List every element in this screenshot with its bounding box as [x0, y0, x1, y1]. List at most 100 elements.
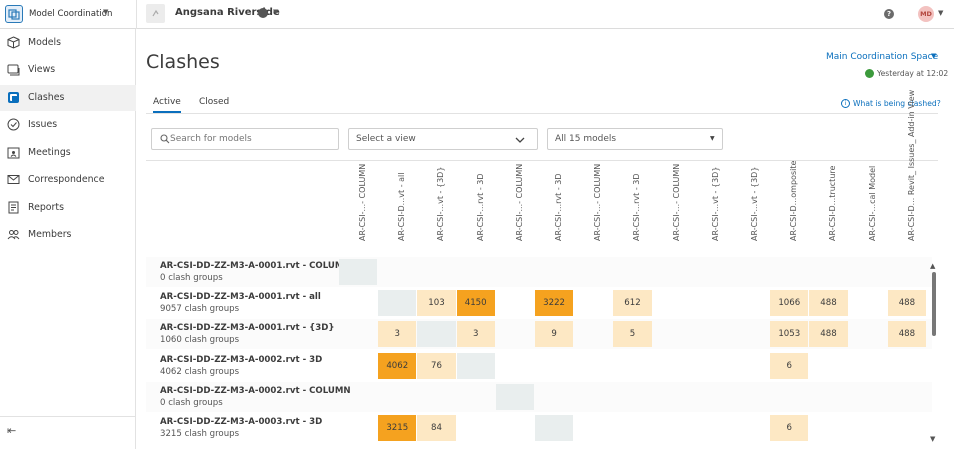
clash-cell[interactable]: 3222 — [535, 290, 574, 317]
sidebar-item-label: Members — [28, 229, 72, 240]
clash-cell[interactable]: 488 — [887, 290, 926, 317]
scroll-up-icon[interactable]: ▲ — [930, 262, 936, 270]
sidebar-item-models[interactable]: Models — [0, 30, 136, 56]
members-icon — [7, 230, 20, 240]
clash-cell[interactable] — [417, 321, 456, 348]
models-select-value: All 15 models — [555, 134, 617, 144]
row-label[interactable]: AR-CSI-DD-ZZ-M3-A-0003.rvt - 3D 3215 clas… — [160, 416, 322, 440]
sidebar-item-members[interactable]: Members — [0, 222, 136, 248]
clash-cell[interactable]: 6 — [770, 352, 809, 379]
cube-icon — [7, 36, 20, 49]
row-label[interactable]: AR-CSI-DD-ZZ-M3-A-0001.rvt - all 9057 cla… — [160, 291, 321, 315]
tab-active[interactable]: Active — [153, 97, 181, 107]
models-select[interactable]: All 15 models ▼ — [547, 128, 723, 150]
chevron-down-icon — [515, 137, 525, 143]
column-header[interactable]: AR-CSI-...vt - {3D} — [417, 164, 455, 250]
clash-cell[interactable]: 488 — [887, 321, 926, 348]
clash-cell[interactable]: 3 — [378, 321, 417, 348]
row-clash-count: 3215 clash groups — [160, 429, 240, 439]
column-header[interactable]: AR-CSI-D...omposite — [770, 160, 808, 250]
column-header[interactable]: AR-CSI-...- COLUMN — [496, 164, 534, 250]
sidebar-item-label: Correspondence — [28, 174, 105, 185]
row-label[interactable]: AR-CSI-DD-ZZ-M3-A-0002.rvt - COLUMN 0 cla… — [160, 385, 351, 409]
column-header[interactable]: AR-CSI-...- COLUMN — [574, 164, 612, 250]
app-switcher-label[interactable]: Model Coordination — [29, 9, 113, 19]
column-header[interactable]: AR-CSI-D...tructure — [809, 164, 847, 250]
clash-cell[interactable]: 488 — [809, 321, 848, 348]
clash-cell[interactable]: 84 — [417, 415, 456, 441]
clash-cell[interactable]: 488 — [809, 290, 848, 317]
clash-cell[interactable]: 4150 — [456, 290, 495, 317]
clash-cell[interactable]: 1066 — [770, 290, 809, 317]
column-header[interactable]: AR-CSI-...vt - {3D} — [731, 164, 769, 250]
clash-cell[interactable]: 1053 — [770, 321, 809, 348]
column-header-label: AR-CSI-D...vt - all — [397, 172, 407, 241]
clash-cell[interactable] — [495, 383, 534, 410]
mail-icon — [7, 175, 20, 184]
column-header-label: AR-CSI-D...omposite — [789, 160, 799, 241]
clash-cell[interactable]: 9 — [535, 321, 574, 348]
sidebar-item-reports[interactable]: Reports — [0, 195, 136, 221]
clash-cell[interactable] — [535, 415, 574, 441]
sidebar-item-meetings[interactable]: Meetings — [0, 140, 136, 166]
table-row[interactable] — [146, 381, 932, 412]
column-header[interactable]: AR-CSI-...rvt - 3D — [613, 164, 651, 250]
column-header[interactable]: AR-CSI-...- COLUMN — [339, 164, 377, 250]
top-bar: Model Coordination ▼ Angsana Riverside ▼… — [0, 0, 954, 29]
project-thumbnail[interactable] — [146, 4, 165, 23]
chevron-down-icon[interactable]: ▼ — [931, 52, 937, 60]
row-clash-count: 0 clash groups — [160, 273, 223, 283]
clash-cell[interactable]: 76 — [417, 352, 456, 379]
row-label[interactable]: AR-CSI-DD-ZZ-M3-A-0001.rvt - {3D} 1060 cl… — [160, 322, 334, 346]
chevron-down-icon[interactable]: ▼ — [103, 8, 109, 16]
coordination-space-selector[interactable]: Main Coordination Space — [826, 52, 939, 62]
table-row[interactable] — [146, 257, 932, 287]
view-select[interactable]: Select a view — [348, 128, 538, 150]
clash-cell[interactable]: 103 — [417, 290, 456, 317]
column-header[interactable]: AR-CSI-...cal Model — [849, 164, 887, 250]
clash-cell[interactable]: 612 — [613, 290, 652, 317]
column-header-label: AR-CSI-...- COLUMN — [593, 163, 603, 241]
meetings-icon — [7, 147, 20, 159]
column-header-label: AR-CSI-...rvt - 3D — [632, 173, 642, 241]
search-input[interactable] — [170, 131, 335, 147]
sidebar-item-correspondence[interactable]: Correspondence — [0, 167, 136, 193]
sidebar-item-label: Meetings — [28, 147, 71, 158]
clash-cell[interactable] — [378, 290, 417, 317]
clash-matrix — [146, 160, 938, 449]
what-is-clashed-link[interactable]: What is being clashed? — [853, 99, 941, 108]
sidebar-item-label: Views — [28, 64, 56, 75]
column-header[interactable]: AR-CSI-...rvt - 3D — [535, 164, 573, 250]
clash-cell[interactable] — [456, 352, 495, 379]
row-label[interactable]: AR-CSI-DD-ZZ-M3-A-0002.rvt - 3D 4062 clas… — [160, 354, 322, 378]
sidebar-item-clashes[interactable]: Clashes — [0, 85, 136, 111]
column-header[interactable]: AR-CSI-...- COLUMN — [653, 164, 691, 250]
clash-cell[interactable] — [339, 259, 378, 285]
chevron-down-icon[interactable]: ▼ — [938, 9, 944, 17]
chevron-down-icon[interactable]: ▼ — [273, 8, 279, 16]
clash-cell[interactable]: 6 — [770, 415, 809, 441]
search-field[interactable] — [151, 128, 339, 150]
collapse-sidebar-icon[interactable]: ⇤ — [7, 424, 17, 437]
model-coordination-icon[interactable] — [5, 5, 23, 23]
avatar[interactable]: MD — [918, 6, 934, 22]
sidebar-item-views[interactable]: Views — [0, 57, 136, 83]
column-header[interactable]: AR-CSI-D...vt - all — [378, 164, 416, 250]
clash-cell[interactable]: 5 — [613, 321, 652, 348]
project-name[interactable]: Angsana Riverside — [175, 7, 280, 18]
tab-closed[interactable]: Closed — [199, 97, 230, 107]
clash-cell[interactable]: 3215 — [378, 415, 417, 441]
info-icon[interactable]: i — [841, 99, 850, 108]
column-header[interactable]: AR-CSI-...vt - {3D} — [692, 164, 730, 250]
clash-cell[interactable]: 3 — [456, 321, 495, 348]
column-header[interactable]: AR-CSI-...rvt - 3D — [457, 164, 495, 250]
column-header[interactable]: AR-CSI-D... Revit_ Issues_ Add-in View — [888, 90, 926, 250]
vertical-scrollbar-thumb[interactable] — [932, 272, 936, 336]
help-icon[interactable]: ? — [884, 9, 894, 19]
row-label[interactable]: AR-CSI-DD-ZZ-M3-A-0001.rvt - COLUMN 0 cla… — [160, 260, 351, 284]
clash-cell[interactable]: 4062 — [378, 352, 417, 379]
row-model-name: AR-CSI-DD-ZZ-M3-A-0002.rvt - 3D — [160, 354, 323, 365]
sidebar-item-issues[interactable]: Issues — [0, 112, 136, 138]
sidebar-divider — [0, 416, 136, 417]
scroll-down-icon[interactable]: ▼ — [930, 435, 936, 443]
